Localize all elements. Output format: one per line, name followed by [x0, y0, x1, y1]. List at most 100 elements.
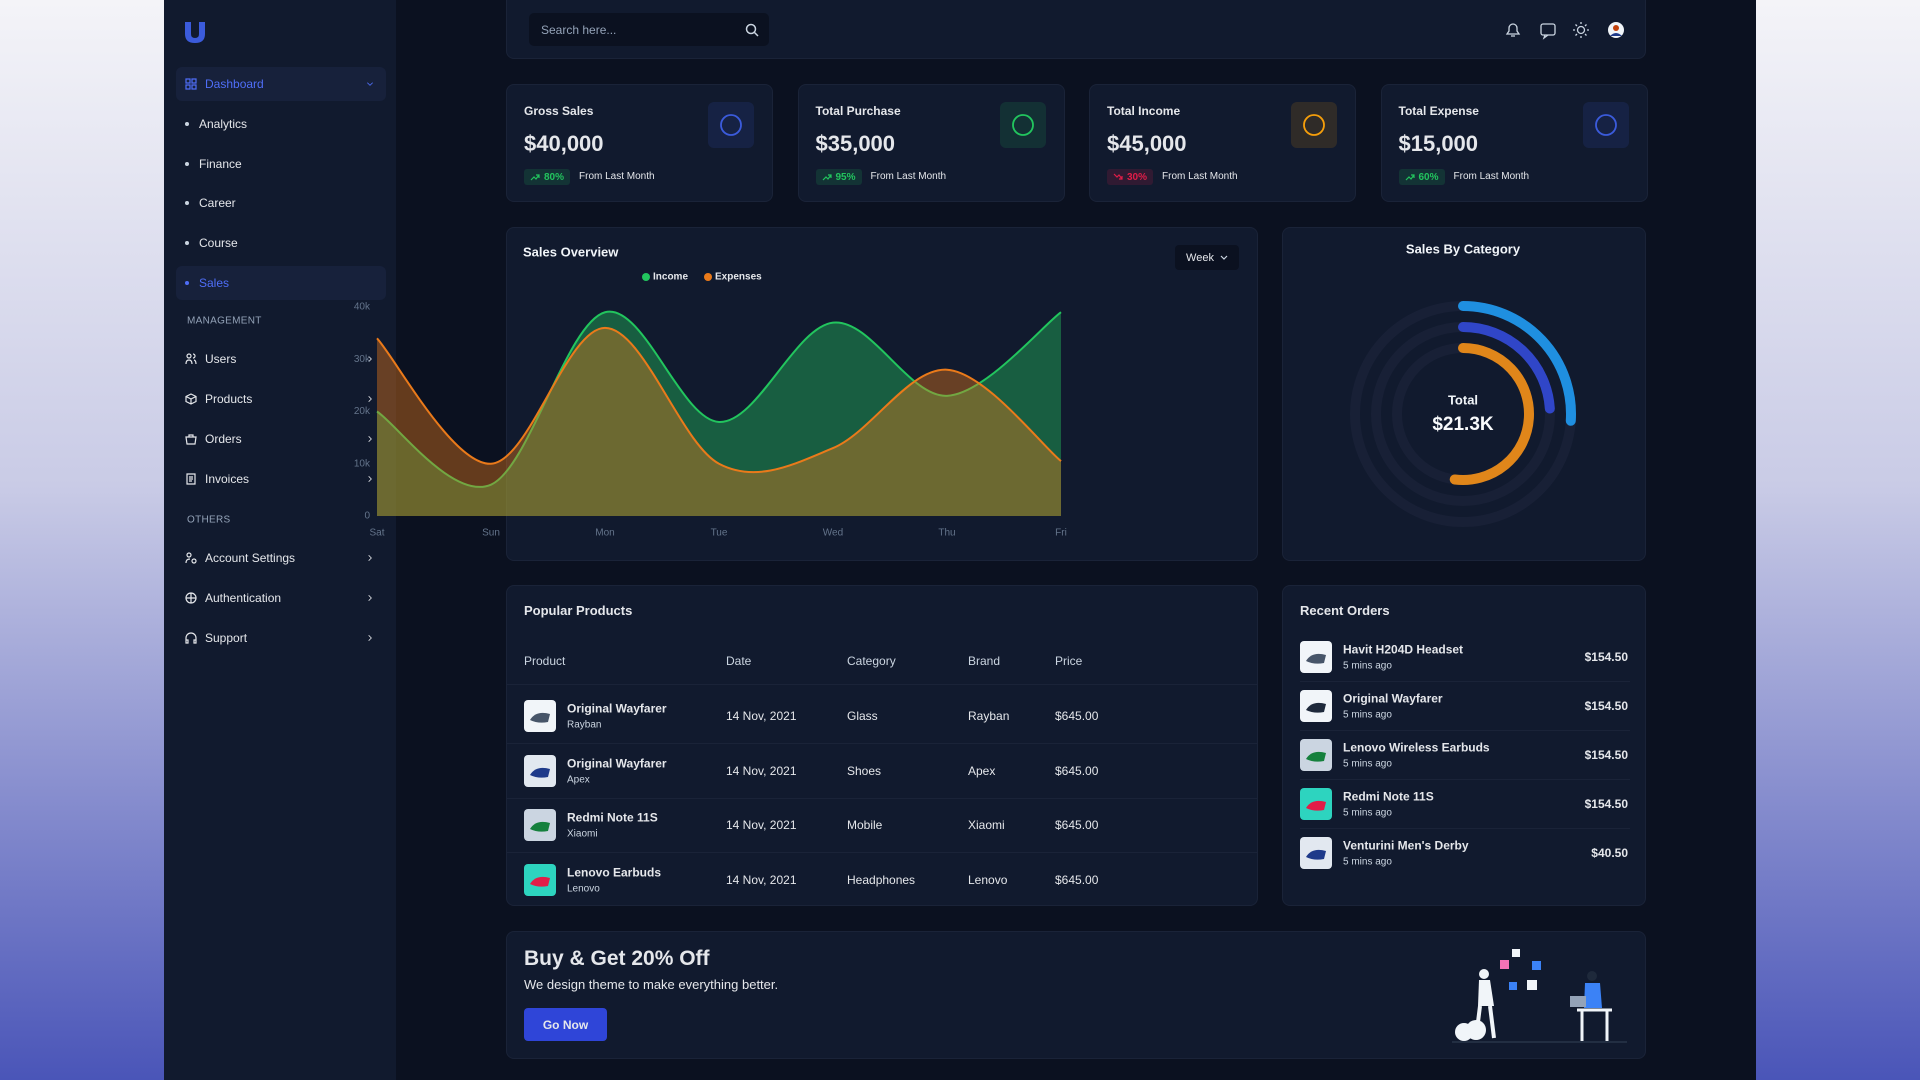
stat-title: Total Income: [1107, 104, 1181, 118]
product-maker: Apex: [567, 774, 590, 786]
stat-card: Total Purchase $35,000 95% From Last Month: [797, 84, 1065, 202]
section-title: MANAGEMENT: [187, 315, 262, 327]
nav-icon-shape: [185, 434, 197, 445]
table-cell: $645.00: [1055, 763, 1099, 778]
dropdown-chevron: [1220, 255, 1228, 260]
stat-icon-ring: [1303, 114, 1325, 136]
promo-banner: Buy & Get 20% Off We design theme to mak…: [506, 931, 1646, 1059]
change-value: 30%: [1127, 171, 1148, 183]
nav-icon-shape: [185, 632, 197, 644]
product-name: Redmi Note 11S: [567, 810, 658, 825]
product-thumbnail: [1300, 690, 1332, 722]
order-time: 5 mins ago: [1343, 709, 1392, 721]
stat-icon: [708, 102, 754, 148]
stat-icon-glyph: [1303, 114, 1325, 136]
nav-icon-shape: [186, 473, 196, 485]
nav-chevron-shape: [368, 396, 372, 402]
table-cell: Xiaomi: [968, 818, 1005, 833]
stat-note: From Last Month: [1453, 171, 1530, 182]
nav-label: Support: [205, 631, 248, 645]
notification-icon[interactable]: [1505, 23, 1521, 37]
nav-icon-shape: [185, 592, 197, 604]
table-header: Date: [726, 654, 752, 668]
period-dropdown[interactable]: Week: [1175, 245, 1239, 270]
product-name: Original Wayfarer: [567, 701, 667, 716]
nav-subitem[interactable]: Sales: [176, 265, 386, 300]
nav-item[interactable]: Users: [176, 342, 386, 376]
nav-chevron: [368, 356, 372, 362]
nav-chevron-shape: [368, 436, 372, 442]
product-cell: Redmi Note 11S Xiaomi: [567, 811, 658, 840]
change-pill: 80%: [524, 169, 571, 185]
thumb-item: [530, 822, 550, 833]
product-cell: Original Wayfarer Apex: [567, 756, 667, 785]
promo-illustration: [1452, 949, 1627, 1043]
period-label: Week: [1186, 251, 1214, 264]
table-header: Price: [1055, 654, 1083, 668]
order-cell: Havit H204D Headset 5 mins ago: [1343, 643, 1463, 672]
nav-chevron-shape: [368, 595, 372, 601]
nav-label: Course: [199, 236, 238, 251]
trend-icon: [822, 174, 832, 181]
stat-title: Total Purchase: [815, 104, 901, 118]
row-divider: [1300, 779, 1630, 780]
nav-subitem[interactable]: Analytics: [176, 107, 386, 141]
order-name: Original Wayfarer: [1343, 691, 1443, 706]
trend-icon: [530, 174, 540, 181]
trend-arrow: [1405, 174, 1415, 181]
nav-label: Orders: [205, 432, 242, 446]
order-time: 5 mins ago: [1343, 807, 1392, 819]
nav-item[interactable]: Invoices: [176, 462, 386, 496]
nav-subitem[interactable]: Finance: [176, 147, 386, 181]
product-cell: Lenovo Earbuds Lenovo: [567, 866, 661, 895]
go-now-button[interactable]: Go Now: [524, 1008, 607, 1041]
stat-card: Total Expense $15,000 60% From Last Month: [1380, 84, 1648, 202]
nav-item[interactable]: Orders: [176, 422, 386, 456]
nav-icon: [185, 632, 197, 644]
thumb-item: [530, 767, 550, 778]
nav-item[interactable]: Dashboard: [176, 67, 386, 101]
nav-label: Career: [199, 196, 236, 211]
avatar[interactable]: [1608, 22, 1624, 38]
stat-note: From Last Month: [870, 171, 947, 182]
nav-dot: [185, 161, 189, 166]
nav-item[interactable]: Account Settings: [176, 541, 386, 575]
order-price: $40.50: [1591, 846, 1628, 860]
x-tick-label: Sun: [482, 528, 500, 539]
theme-icon[interactable]: [1573, 22, 1589, 38]
search-box[interactable]: Search here...: [529, 13, 769, 46]
message-icon[interactable]: [1540, 23, 1556, 40]
nav-item[interactable]: Authentication: [176, 581, 386, 615]
search-placeholder: Search here...: [541, 23, 617, 37]
nav-chevron: [368, 476, 372, 482]
order-time: 5 mins ago: [1343, 856, 1392, 868]
sidebar: Dashboard Analytics Finance Career Course Sal…: [164, 0, 396, 1080]
product-thumbnail: [1300, 739, 1332, 771]
nav-icon-shape: [185, 393, 197, 405]
stat-note: From Last Month: [1162, 171, 1238, 182]
product-thumbnail: [524, 700, 556, 732]
nav-label: Sales: [199, 275, 230, 290]
nav-dot: [185, 241, 189, 246]
stat-card: Total Income $45,000 30% From Last Month: [1089, 84, 1356, 202]
table-cell: Headphones: [847, 873, 916, 888]
nav-item[interactable]: Products: [176, 382, 386, 416]
stat-icon: [1582, 102, 1629, 148]
search-icon[interactable]: [745, 23, 759, 37]
order-cell: Venturini Men's Derby 5 mins ago: [1343, 839, 1469, 868]
nav-chevron-shape: [368, 476, 372, 482]
product-maker: Lenovo: [567, 883, 600, 895]
nav-subitem[interactable]: Career: [176, 186, 386, 220]
nav-item[interactable]: Support: [176, 621, 386, 655]
nav-subitem[interactable]: Course: [176, 226, 386, 260]
change-pill: 60%: [1398, 169, 1445, 185]
table-cell: 14 Nov, 2021: [726, 709, 797, 723]
product-maker: Xiaomi: [567, 828, 598, 840]
nav-icon: [185, 353, 197, 365]
nav-label: Dashboard: [205, 77, 264, 91]
product-cell: Original Wayfarer Rayban: [567, 702, 667, 731]
trend-icon: [1113, 173, 1123, 180]
dashboard-app: Dashboard Analytics Finance Career Course Sal…: [164, 0, 1756, 1080]
thumb-item: [1306, 849, 1326, 860]
nav-icon: [185, 434, 197, 445]
